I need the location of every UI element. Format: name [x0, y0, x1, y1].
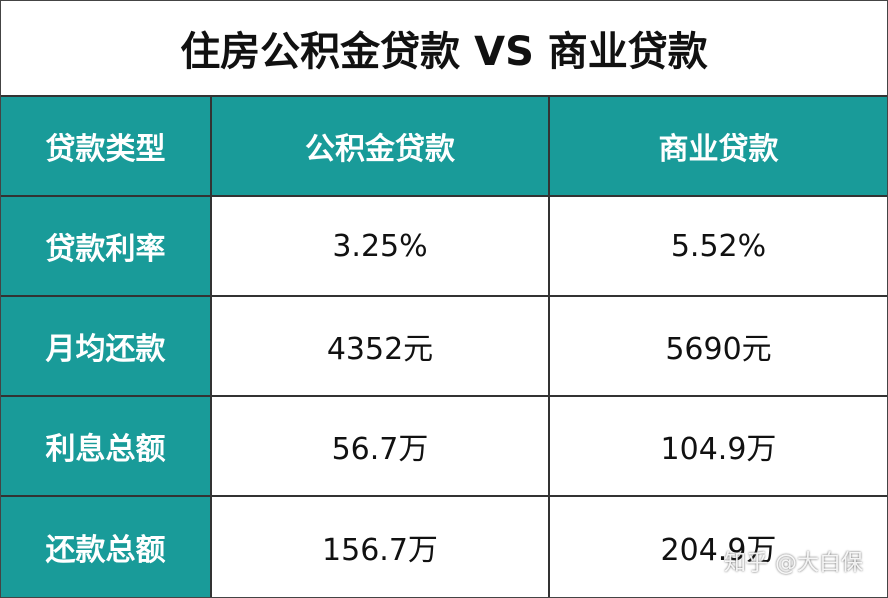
table-cell: 56.7万 [212, 397, 550, 497]
row-label: 利息总额 [1, 397, 212, 497]
table-cell: 104.9万 [550, 397, 887, 497]
table-cell: 5690元 [550, 297, 887, 397]
table-cell: 4352元 [212, 297, 550, 397]
watermark: 知乎 @大白保 [724, 551, 863, 576]
row-label: 还款总额 [1, 497, 212, 597]
row-label: 月均还款 [1, 297, 212, 397]
table-cell: 3.25% [212, 197, 550, 297]
header-cell: 公积金贷款 [212, 97, 550, 197]
table-cell: 156.7万 [212, 497, 550, 597]
header-cell: 贷款类型 [1, 97, 212, 197]
comparison-table: 贷款类型 公积金贷款 商业贷款 贷款利率 3.25% 5.52% 月均还款 43… [1, 97, 887, 597]
table-cell: 5.52% [550, 197, 887, 297]
title: 住房公积金贷款 VS 商业贷款 [1, 1, 887, 97]
header-cell: 商业贷款 [550, 97, 887, 197]
row-label: 贷款利率 [1, 197, 212, 297]
table-cell: 204.9万 [660, 533, 777, 568]
